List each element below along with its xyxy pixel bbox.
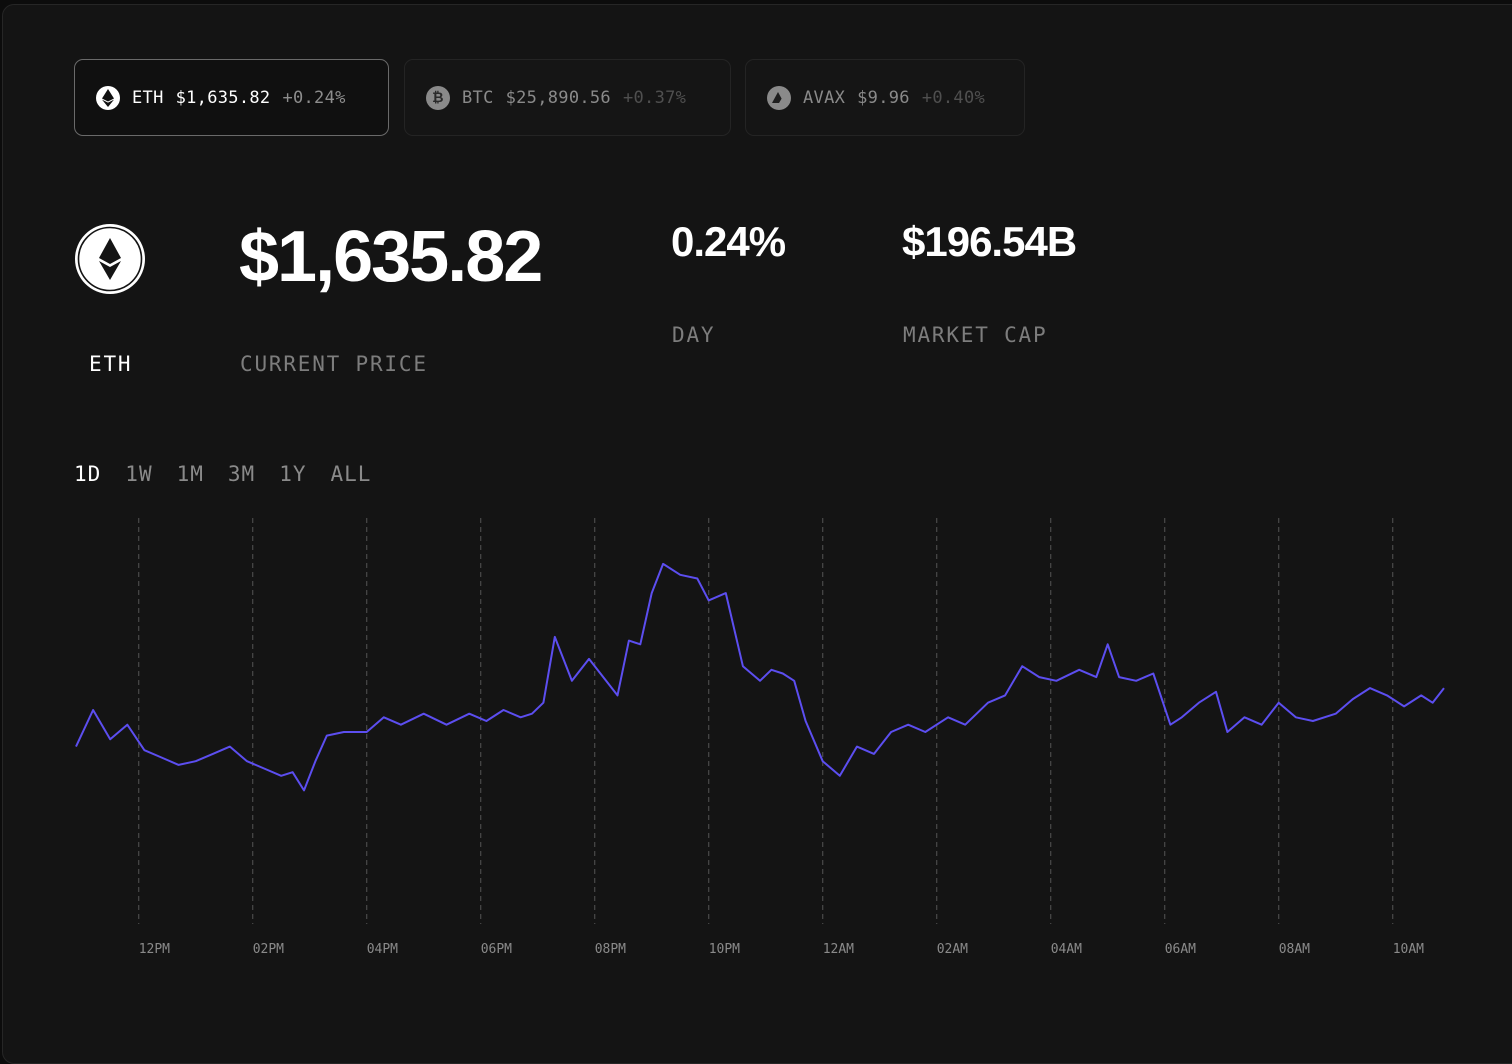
market-cap-value: $196.54B: [902, 218, 1077, 265]
token-price: $25,890.56: [505, 87, 611, 108]
token-change: +0.37%: [622, 87, 687, 108]
current-price-label: CURRENT PRICE: [240, 352, 428, 376]
token-price: $9.96: [857, 87, 910, 108]
avax-icon: [767, 85, 791, 110]
range-1w[interactable]: 1W: [125, 462, 153, 486]
token-tab-btc[interactable]: ₿ BTC $25,890.56 +0.37%: [404, 59, 731, 136]
day-change-label: DAY: [672, 323, 716, 347]
token-change: +0.40%: [921, 87, 986, 108]
x-tick-label: 08PM: [595, 942, 626, 957]
price-series-line[interactable]: [75, 562, 1445, 792]
x-tick-label: 06AM: [1165, 942, 1196, 957]
asset-label: ETH: [89, 352, 133, 376]
x-tick-label: 02PM: [253, 942, 284, 957]
x-tick-label: 04PM: [367, 942, 398, 957]
token-symbol: ETH: [132, 87, 164, 108]
x-tick-label: 12PM: [139, 942, 170, 957]
x-tick-label: 02AM: [937, 942, 968, 957]
x-tick-label: 08AM: [1279, 942, 1310, 957]
price-chart: 12PM 02PM 04PM 06PM 08PM 10PM 12AM 02AM 04AM 06AM…: [75, 518, 1445, 957]
btc-icon: ₿: [426, 85, 450, 110]
current-price-value: $1,635.82: [239, 217, 543, 297]
range-1m[interactable]: 1M: [176, 462, 204, 486]
range-all[interactable]: ALL: [330, 462, 372, 486]
market-cap-label: MARKET CAP: [903, 323, 1048, 347]
x-tick-label: 12AM: [823, 942, 854, 957]
day-change-value: 0.24%: [671, 218, 786, 265]
token-symbol: AVAX: [803, 87, 846, 108]
eth-logo-icon: [74, 223, 146, 295]
x-tick-label: 10AM: [1393, 942, 1424, 957]
x-tick-label: 10PM: [709, 942, 740, 957]
range-3m[interactable]: 3M: [227, 462, 256, 486]
range-selector: 1D 1W 1M 3M 1Y ALL: [74, 462, 395, 486]
token-price: $1,635.82: [175, 87, 271, 108]
x-tick-label: 04AM: [1051, 942, 1082, 957]
range-1y[interactable]: 1Y: [279, 462, 307, 486]
token-tab-avax[interactable]: AVAX $9.96 +0.40%: [745, 59, 1025, 136]
range-1d[interactable]: 1D: [74, 462, 102, 486]
token-change: +0.24%: [282, 87, 346, 108]
token-symbol: BTC: [462, 87, 494, 108]
eth-icon: [96, 85, 120, 110]
crypto-price-panel: [2, 4, 1512, 1064]
x-tick-label: 06PM: [481, 942, 512, 957]
token-tab-eth[interactable]: ETH $1,635.82 +0.24%: [74, 59, 389, 136]
